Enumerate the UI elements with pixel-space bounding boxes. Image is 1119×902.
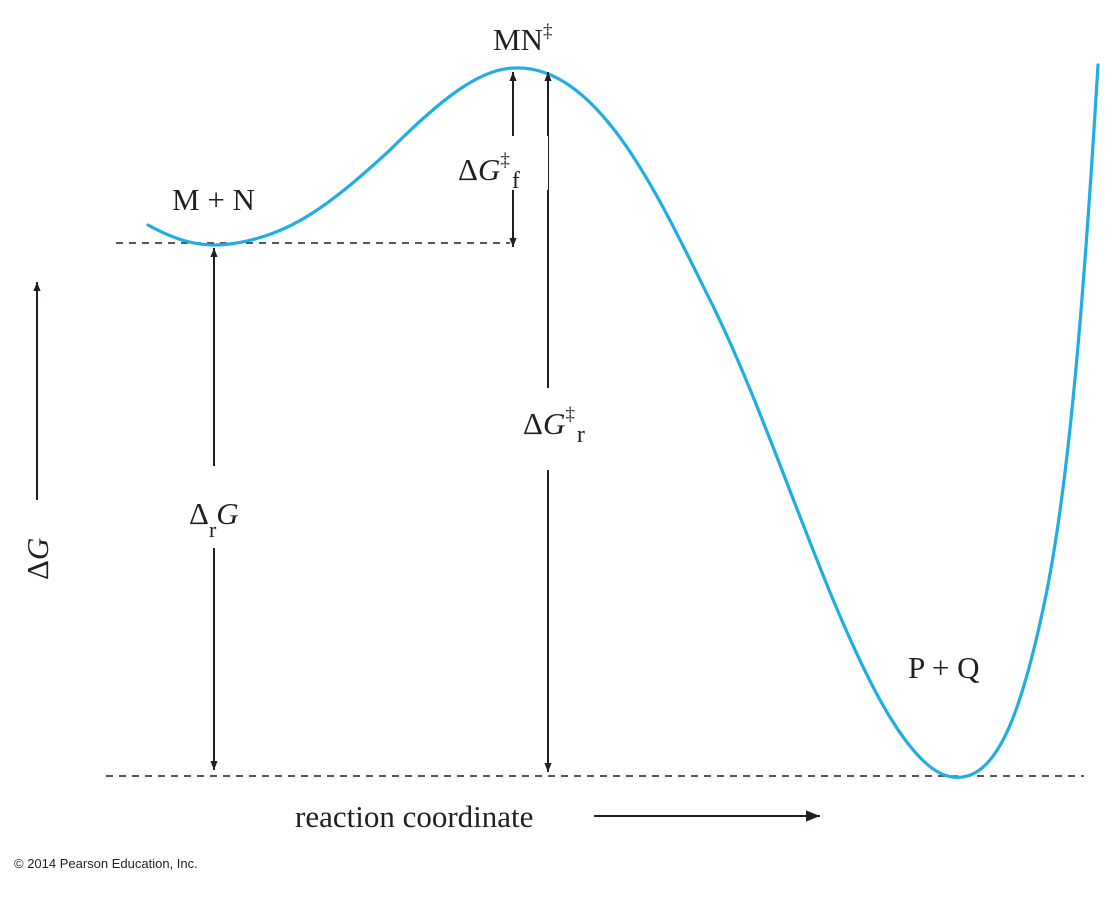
copyright-text: © 2014 Pearson Education, Inc.: [14, 856, 198, 871]
drg-label-bg: [186, 466, 254, 548]
products-label: P + Q: [908, 650, 979, 685]
y-axis-label: ΔG: [20, 538, 55, 580]
x-axis-label: reaction coordinate: [295, 799, 533, 834]
dg-forward-label-bg: [456, 136, 548, 190]
energy-curve: [146, 63, 1100, 779]
reactants-label: M + N: [172, 182, 255, 217]
drg-label: ΔrG: [189, 496, 239, 542]
dg-reverse-label-bg: [520, 388, 614, 470]
dg-reverse-label: ΔG‡r: [523, 404, 585, 448]
dg-forward-label: ΔG‡f: [458, 150, 520, 194]
transition-state-label: MN‡: [493, 21, 552, 57]
